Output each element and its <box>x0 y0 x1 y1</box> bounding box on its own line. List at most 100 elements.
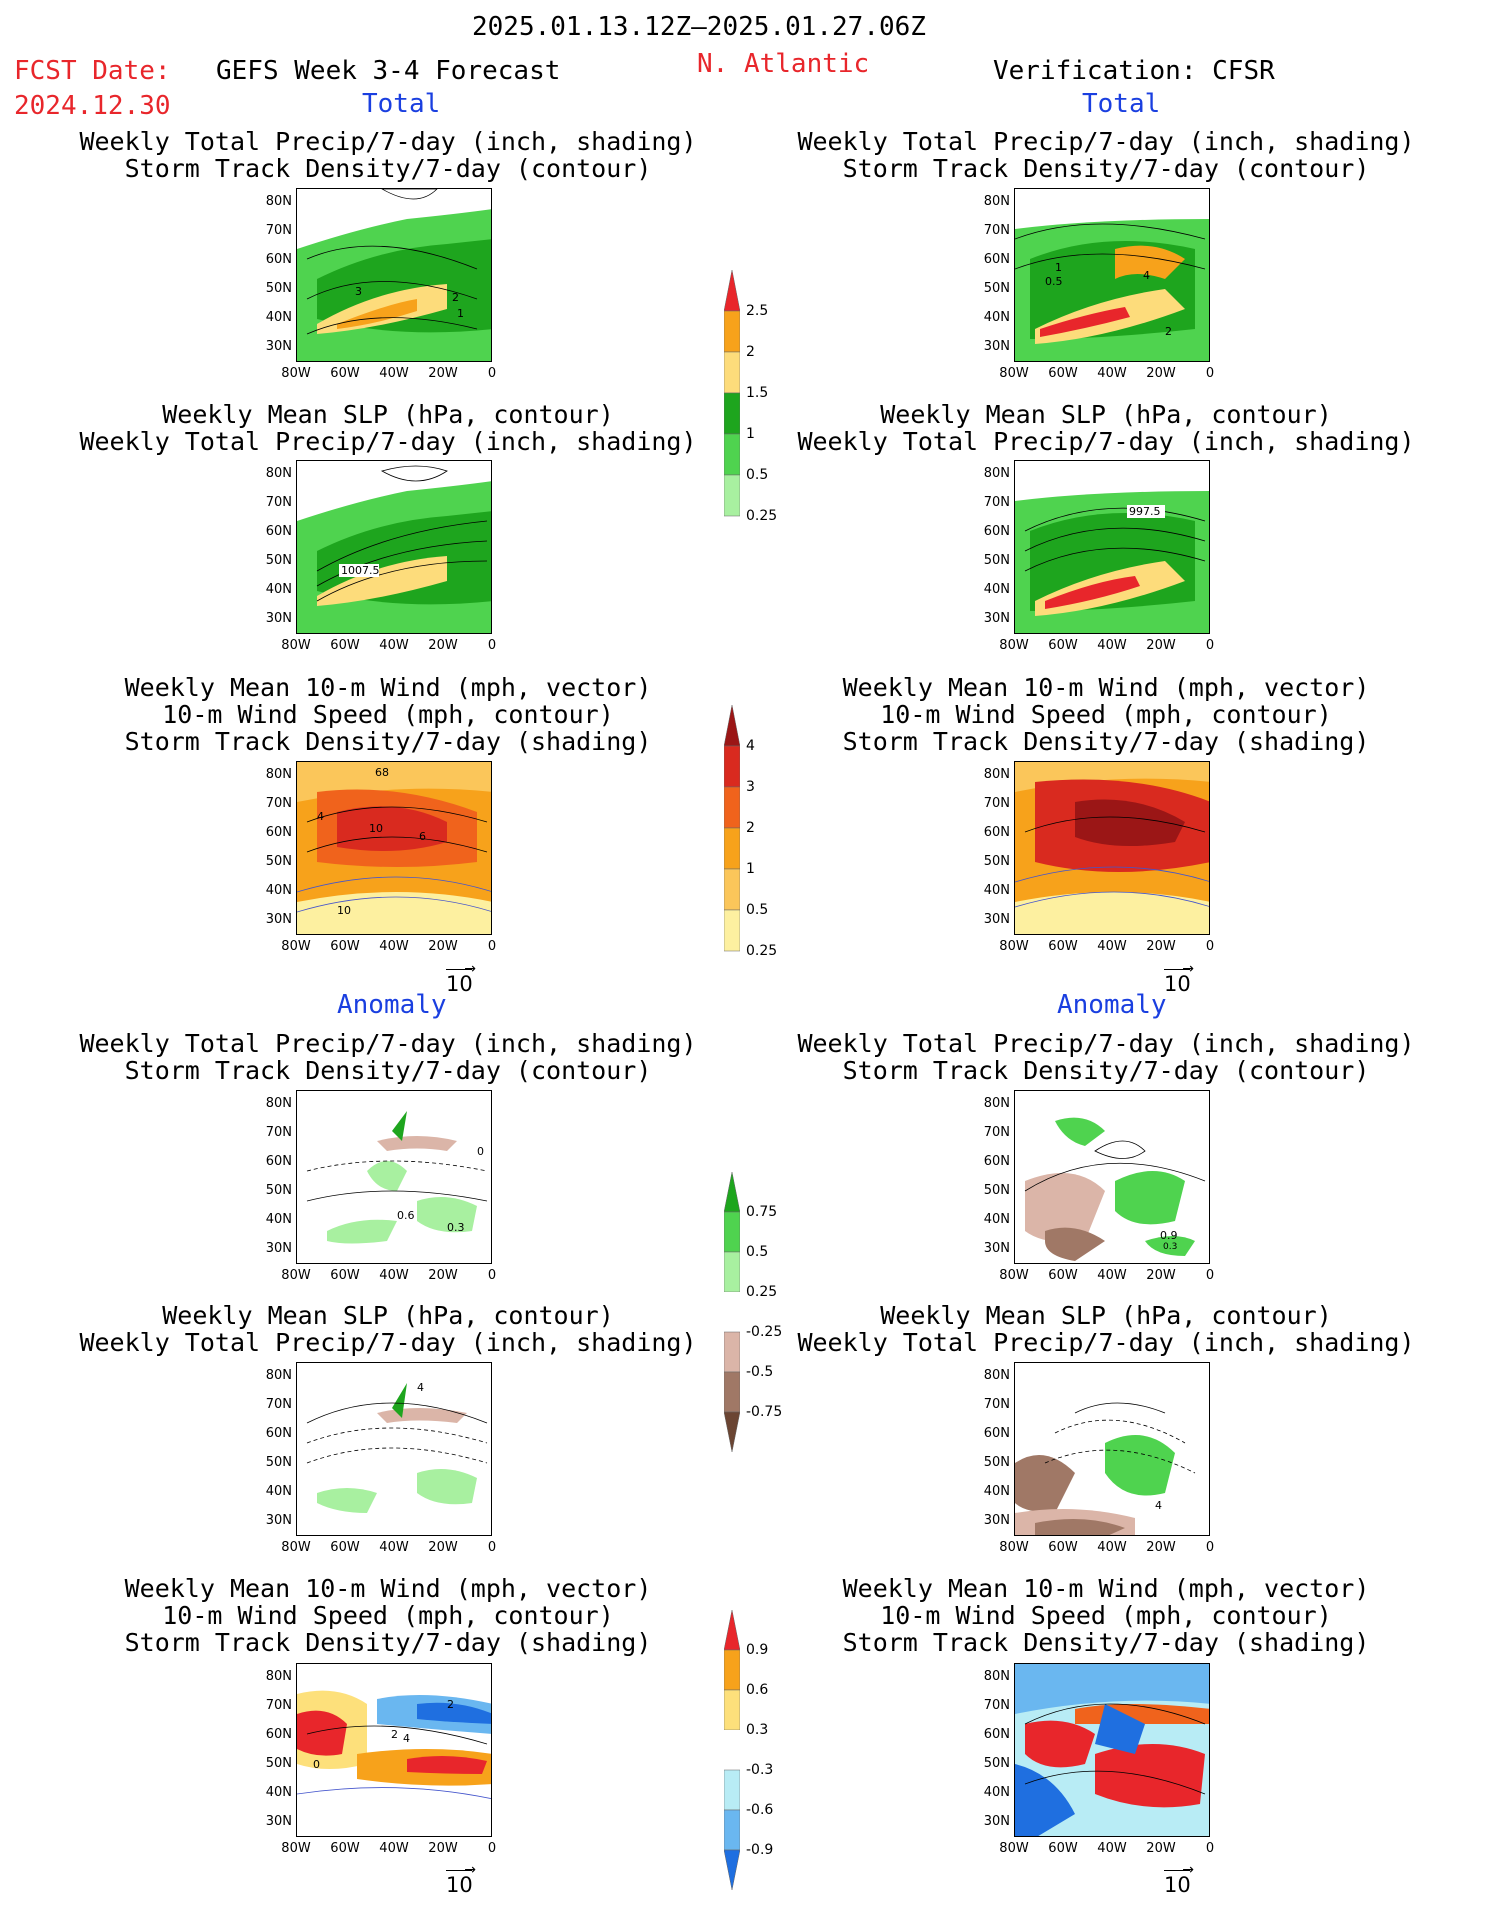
lon-tick-label: 20W <box>428 1540 458 1555</box>
colorbar-swatch <box>724 351 740 394</box>
gefs-anom-slp-map: 4 <box>296 1362 492 1536</box>
colorbar-label: 0.25 <box>746 1284 778 1300</box>
colorbar-swatch <box>724 909 740 952</box>
lat-tick-label: 50N <box>983 1756 1010 1771</box>
map-label: 0.6 <box>397 1209 415 1222</box>
lat-tick-label: 60N <box>265 825 292 840</box>
colorbar-swatch <box>724 705 740 747</box>
cfsr-total-precip-title: Weekly Total Precip/7-day (inch, shading… <box>797 127 1415 183</box>
cfsr-total-label: Total <box>1082 89 1161 119</box>
lat-tick-label: 70N <box>983 1125 1010 1140</box>
lat-tick-label: 70N <box>983 1397 1010 1412</box>
map-label: 3 <box>355 285 362 298</box>
map-label: 4 <box>417 1381 424 1394</box>
map-label: 4 <box>1155 1499 1162 1512</box>
cfsr-vector-ref: → 10 <box>1164 961 1194 996</box>
cfsr-anom-slp-title: Weekly Mean SLP (hPa, contour) Weekly To… <box>797 1301 1415 1357</box>
gefs-vector-ref: → 10 <box>446 961 476 996</box>
colorbar-swatch <box>724 1371 740 1413</box>
lon-tick-label: 40W <box>1097 1841 1127 1856</box>
map-label: 2 <box>1165 325 1172 338</box>
lon-tick-label: 40W <box>379 939 409 954</box>
lat-tick-label: 40N <box>983 582 1010 597</box>
lon-tick-label: 60W <box>1048 1841 1078 1856</box>
forecast-title: GEFS Week 3-4 Forecast <box>216 56 561 86</box>
lat-tick-label: 40N <box>265 310 292 325</box>
colorbar-label: 0.9 <box>746 1642 769 1658</box>
colorbar-swatch <box>724 745 740 788</box>
lon-tick-label: 0 <box>1205 1841 1215 1856</box>
lon-tick-label: 40W <box>1097 366 1127 381</box>
lat-tick-label: 30N <box>983 611 1010 626</box>
region-label: N. Atlantic <box>697 49 870 79</box>
lon-tick-label: 20W <box>1146 1268 1176 1283</box>
lon-tick-label: 60W <box>1048 1268 1078 1283</box>
colorbar-swatch <box>724 310 740 353</box>
map-label: 2 <box>447 1698 454 1711</box>
colorbar-swatch <box>724 1292 740 1332</box>
colorbar-label: -0.9 <box>746 1842 774 1858</box>
lat-tick-label: 40N <box>983 1212 1010 1227</box>
colorbar-label: 0.5 <box>746 902 769 918</box>
lat-tick-label: 50N <box>983 281 1010 296</box>
lat-tick-label: 80N <box>983 1368 1010 1383</box>
lat-tick-label: 80N <box>265 1368 292 1383</box>
gefs-total-precip-map: 3 2 1 <box>296 188 492 362</box>
lon-tick-label: 80W <box>999 939 1029 954</box>
colorbar-swatches <box>724 705 740 952</box>
gefs-anomaly-label: Anomaly <box>337 990 447 1020</box>
colorbar-label: 0.75 <box>746 1204 778 1220</box>
cfsr-total-wind-map <box>1014 761 1210 935</box>
lon-tick-label: 60W <box>330 939 360 954</box>
map-label: 10 <box>337 904 351 917</box>
cfsr-total-slp-map: 997.5 <box>1014 460 1210 634</box>
colorbar-swatch <box>724 433 740 476</box>
lat-tick-label: 80N <box>265 767 292 782</box>
lon-tick-label: 40W <box>1097 939 1127 954</box>
gefs-total-label: Total <box>362 89 441 119</box>
lat-tick-label: 60N <box>983 825 1010 840</box>
lat-tick-label: 70N <box>265 1397 292 1412</box>
lon-tick-label: 40W <box>1097 1268 1127 1283</box>
gefs-anom-precip-map: 0.6 0.3 0 <box>296 1090 492 1264</box>
map-label: 4 <box>317 810 324 823</box>
gefs-total-slp-map: 1007.5 <box>296 460 492 634</box>
colorbar-swatch <box>724 1769 740 1811</box>
lat-tick-label: 60N <box>983 1727 1010 1742</box>
lon-tick-label: 80W <box>281 1268 311 1283</box>
lat-tick-label: 40N <box>265 582 292 597</box>
lon-tick-label: 20W <box>428 638 458 653</box>
lat-tick-label: 80N <box>983 466 1010 481</box>
lat-tick-label: 30N <box>265 912 292 927</box>
lon-tick-label: 80W <box>281 366 311 381</box>
gefs-total-wind-title: Weekly Mean 10-m Wind (mph, vector) 10-m… <box>124 673 652 756</box>
lon-tick-label: 60W <box>1048 1540 1078 1555</box>
gefs-anom-precip-title: Weekly Total Precip/7-day (inch, shading… <box>79 1029 697 1085</box>
colorbar-label: -0.25 <box>746 1324 783 1340</box>
lat-tick-label: 80N <box>265 466 292 481</box>
lon-tick-label: 80W <box>999 1268 1029 1283</box>
lat-tick-label: 60N <box>265 1727 292 1742</box>
gefs-total-wind-map: 4 10 6 10 68 <box>296 761 492 935</box>
map-label: 1 <box>1055 261 1062 274</box>
map-label: 0.3 <box>447 1221 465 1234</box>
map-label: 6 <box>419 830 426 843</box>
lon-tick-label: 60W <box>1048 939 1078 954</box>
lon-tick-label: 60W <box>330 1540 360 1555</box>
lat-tick-label: 50N <box>983 854 1010 869</box>
map-label: 4 <box>1143 269 1150 282</box>
colorbar-label: 2.5 <box>746 303 769 319</box>
colorbar-label: 0.3 <box>746 1722 769 1738</box>
lon-tick-label: 40W <box>379 638 409 653</box>
lon-tick-label: 0 <box>487 638 497 653</box>
gefs-anom-vector-ref: → 10 <box>446 1862 476 1897</box>
colorbar-swatch <box>724 270 740 312</box>
colorbar-swatch <box>724 1331 740 1373</box>
lat-tick-label: 80N <box>265 194 292 209</box>
colorbar-swatch <box>724 392 740 435</box>
lon-tick-label: 40W <box>379 1841 409 1856</box>
lon-tick-label: 60W <box>1048 366 1078 381</box>
colorbar-swatch <box>724 1849 740 1891</box>
cfsr-total-slp-title: Weekly Mean SLP (hPa, contour) Weekly To… <box>797 400 1415 456</box>
lon-tick-label: 40W <box>379 366 409 381</box>
